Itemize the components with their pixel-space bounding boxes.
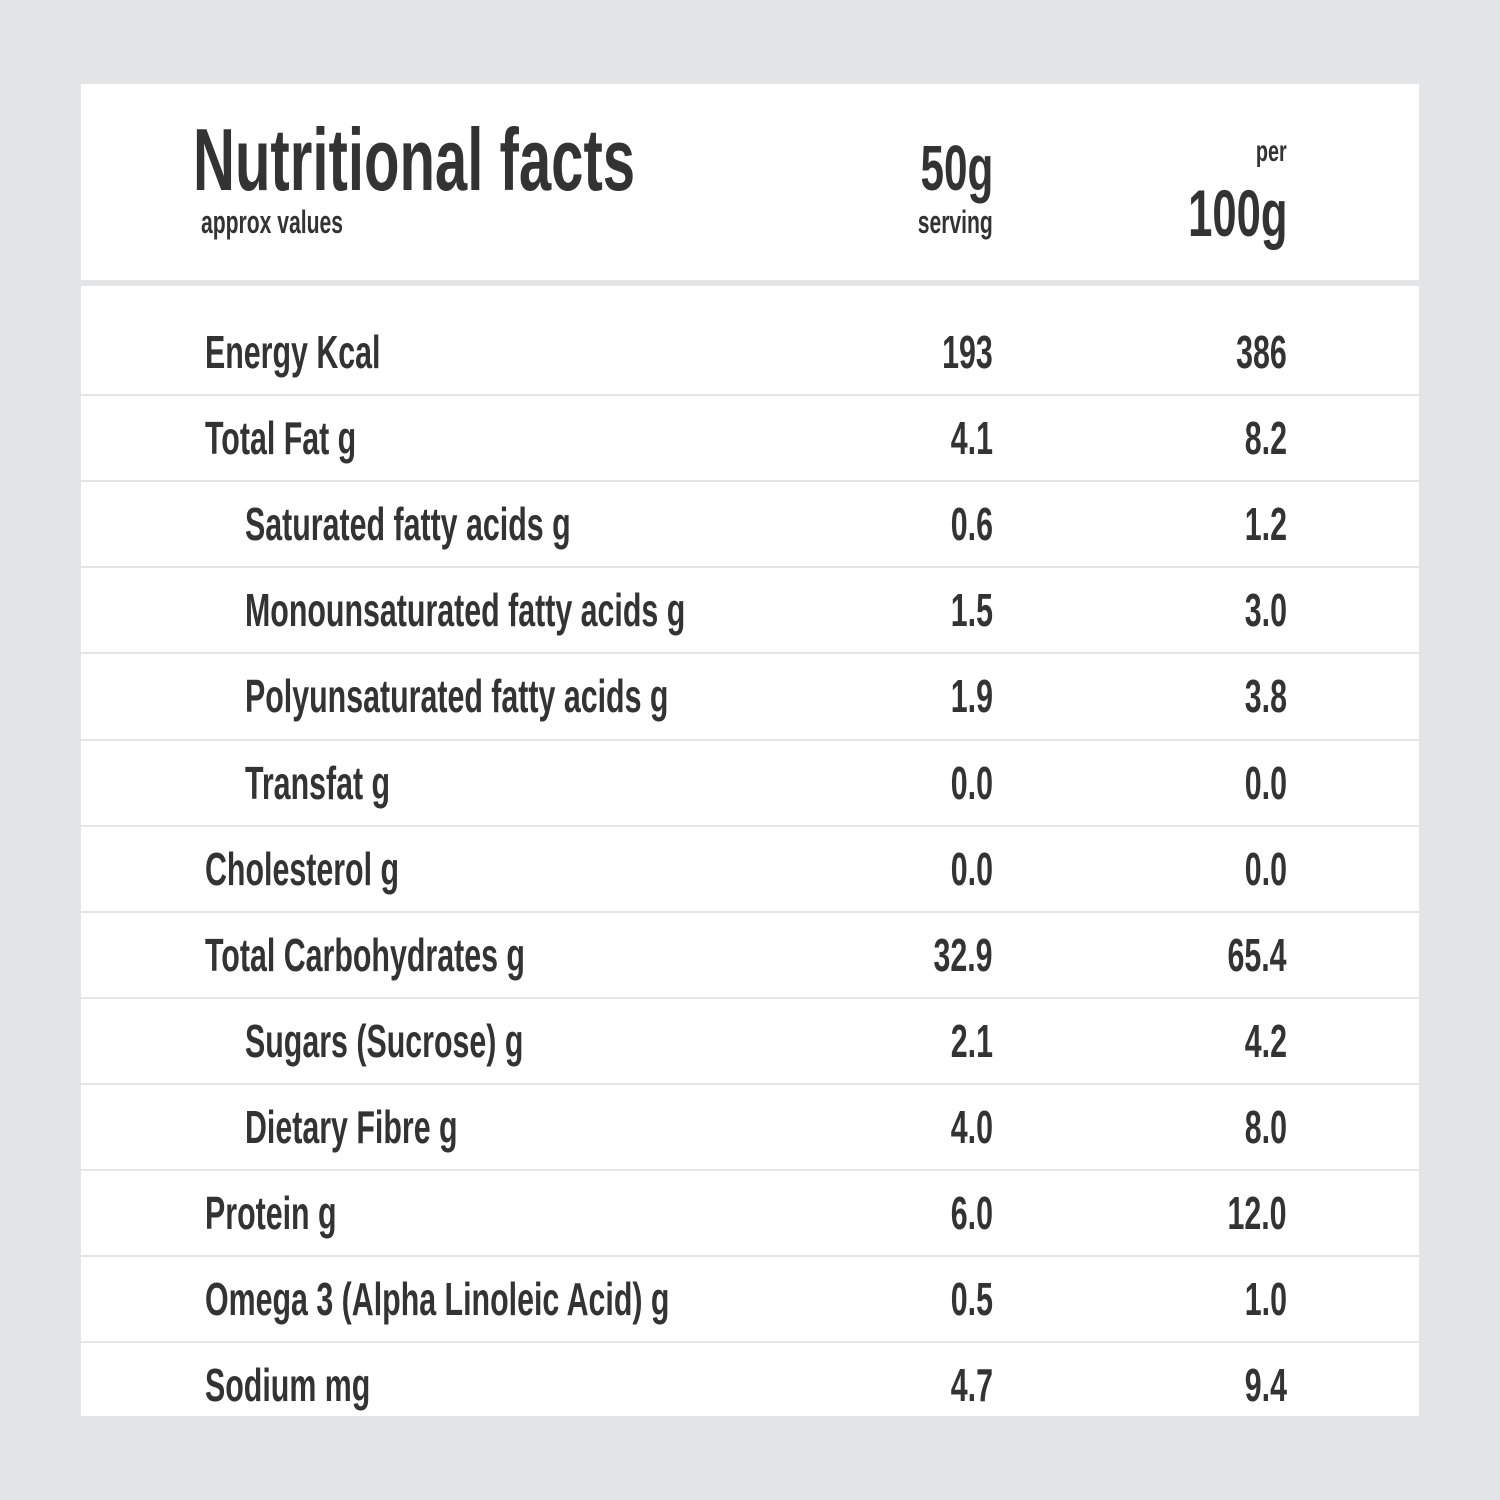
per-100g-value: 12.0 xyxy=(1227,1187,1287,1239)
row-divider xyxy=(81,652,1419,655)
per-100g-value: 386 xyxy=(1236,326,1287,378)
row-divider xyxy=(81,566,1419,569)
per-amount: 100g xyxy=(1187,176,1287,250)
per-100g-value: 8.0 xyxy=(1244,1100,1287,1153)
serving-value: 0.6 xyxy=(950,498,993,551)
per-100g-value: 9.4 xyxy=(1244,1359,1287,1412)
card xyxy=(81,84,1419,1416)
serving-value: 4.7 xyxy=(950,1359,993,1412)
serving-value: 6.0 xyxy=(950,1187,993,1239)
per-100g-value: 3.8 xyxy=(1244,670,1287,723)
per-100g-value: 1.2 xyxy=(1244,498,1287,551)
serving-value: 2.1 xyxy=(950,1014,993,1067)
serving-value: 1.5 xyxy=(950,584,993,637)
row-divider xyxy=(81,480,1419,483)
row-divider xyxy=(81,1341,1419,1344)
per-100g-value: 65.4 xyxy=(1227,928,1287,981)
nutrient-label: Total Carbohydrates g xyxy=(205,928,525,981)
sub-nutrient-label: Sugars (Sucrose) g xyxy=(245,1014,524,1067)
subtitle: approx values xyxy=(201,204,344,240)
row-divider xyxy=(81,996,1419,999)
row-divider xyxy=(81,738,1419,741)
serving-value: 193 xyxy=(942,326,993,378)
title: Nutritional facts xyxy=(193,110,636,209)
row-divider xyxy=(81,1255,1419,1258)
per-100g-value: 3.0 xyxy=(1244,584,1287,637)
row-divider xyxy=(81,1082,1419,1085)
serving-value: 4.0 xyxy=(950,1100,993,1153)
per-label: per xyxy=(1256,135,1287,168)
serving-value: 0.5 xyxy=(950,1273,993,1326)
header-separator xyxy=(81,280,1419,286)
row-divider xyxy=(81,824,1419,827)
sub-nutrient-label: Saturated fatty acids g xyxy=(245,498,571,551)
row-divider xyxy=(81,394,1419,397)
per-100g-value: 8.2 xyxy=(1244,412,1287,465)
nutrient-label: Energy Kcal xyxy=(205,326,381,378)
sub-nutrient-label: Transfat g xyxy=(245,756,391,809)
serving-label: serving xyxy=(917,204,993,240)
sub-nutrient-label: Dietary Fibre g xyxy=(245,1100,458,1153)
nutrient-label: Cholesterol g xyxy=(205,842,399,895)
row-divider xyxy=(81,910,1419,913)
per-100g-value: 0.0 xyxy=(1244,842,1287,895)
sub-nutrient-label: Polyunsaturated fatty acids g xyxy=(245,670,669,723)
nutrient-label: Total Fat g xyxy=(205,412,357,465)
serving-value: 0.0 xyxy=(950,756,993,809)
serving-value: 0.0 xyxy=(950,842,993,895)
per-100g-value: 1.0 xyxy=(1244,1273,1287,1326)
per-100g-value: 0.0 xyxy=(1244,756,1287,809)
sub-nutrient-label: Monounsaturated fatty acids g xyxy=(245,584,686,637)
nutrient-label: Omega 3 (Alpha Linoleic Acid) g xyxy=(205,1273,670,1326)
nutrient-label: Sodium mg xyxy=(205,1359,371,1412)
serving-amount: 50g xyxy=(920,132,993,204)
serving-value: 1.9 xyxy=(950,670,993,723)
row-divider xyxy=(81,1169,1419,1171)
serving-value: 32.9 xyxy=(933,928,993,981)
serving-value: 4.1 xyxy=(950,412,993,465)
nutrient-label: Protein g xyxy=(205,1187,337,1239)
per-100g-value: 4.2 xyxy=(1244,1014,1287,1067)
